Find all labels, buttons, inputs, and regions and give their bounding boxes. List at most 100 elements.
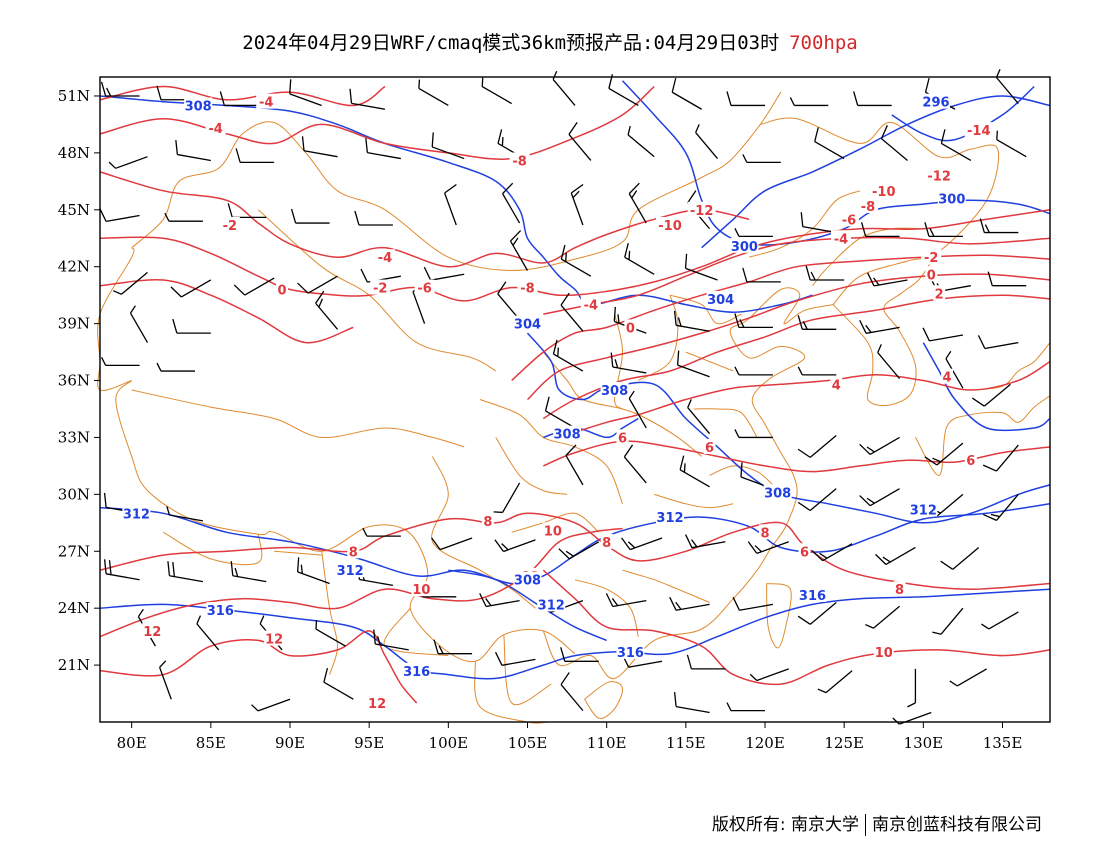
wind-barb xyxy=(811,543,853,562)
temperature-label: 0 xyxy=(626,321,635,336)
temperature-label-bg xyxy=(542,522,563,538)
geopotential-isoline xyxy=(526,332,1051,524)
height-label-bg xyxy=(616,643,645,659)
wind-barb xyxy=(509,230,529,271)
wind-barb xyxy=(172,318,211,334)
border-line xyxy=(832,258,934,406)
border-line xyxy=(685,351,734,372)
map-frame xyxy=(99,76,1051,723)
temperature-label: 8 xyxy=(602,536,611,551)
border-line xyxy=(257,209,497,372)
wind-barb xyxy=(995,69,1019,104)
lat-tick-label: 48N xyxy=(58,144,90,162)
height-label: 316 xyxy=(403,665,430,680)
wind-barb xyxy=(695,124,718,159)
lon-tick-label: 120E xyxy=(745,734,785,752)
height-label-bg xyxy=(798,586,827,602)
height-label: 308 xyxy=(601,384,628,399)
temperature-label-bg xyxy=(831,230,851,246)
wind-barb xyxy=(686,654,726,670)
height-label-bg xyxy=(513,315,542,331)
temperature-label: 4 xyxy=(832,378,841,393)
wind-barb xyxy=(227,203,267,219)
wind-barb xyxy=(977,335,1019,350)
temperature-label: -6 xyxy=(417,282,431,297)
temperature-label: -2 xyxy=(924,251,938,266)
border-line xyxy=(321,551,339,675)
wind-barb xyxy=(734,313,773,329)
height-label: 308 xyxy=(185,99,212,114)
height-label: 312 xyxy=(337,564,364,579)
border-line xyxy=(654,493,734,509)
wind-barb xyxy=(493,482,521,514)
wind-barb xyxy=(167,561,204,583)
wind-barb xyxy=(544,396,576,429)
wind-barb xyxy=(814,127,845,160)
wind-barb xyxy=(673,310,710,332)
wind-barb xyxy=(494,539,536,553)
wind-barb xyxy=(749,668,789,682)
temperature-label: -12 xyxy=(927,170,951,185)
border-line xyxy=(479,399,623,504)
wind-barb xyxy=(129,305,149,343)
border-line xyxy=(584,681,624,719)
lon-tick-label: 90E xyxy=(275,734,305,752)
wind-barb xyxy=(676,350,710,378)
temperature-isotherm xyxy=(542,294,1051,420)
wind-barb xyxy=(101,357,140,367)
temperature-label-bg xyxy=(370,279,391,295)
border-line xyxy=(474,661,587,724)
height-label: 316 xyxy=(617,646,644,661)
temperature-label-bg xyxy=(656,216,684,232)
wind-barb xyxy=(610,352,647,374)
temperature-label-bg xyxy=(219,216,240,232)
temperature-label: -8 xyxy=(861,200,875,215)
height-label-bg xyxy=(122,505,151,521)
temperature-label: -6 xyxy=(842,213,856,228)
temperature-label: 8 xyxy=(483,515,492,530)
wind-barb xyxy=(971,383,1011,407)
wind-barb xyxy=(418,79,449,107)
wind-barb xyxy=(932,607,964,635)
lat-tick-label: 27N xyxy=(58,542,90,560)
wind-barb xyxy=(103,559,140,581)
temperature-label: -12 xyxy=(690,204,714,219)
wind-barb xyxy=(497,281,521,321)
temperature-label-bg xyxy=(616,429,629,445)
lon-tick-label: 130E xyxy=(904,734,944,752)
wind-barb xyxy=(867,272,908,287)
wind-barb xyxy=(230,561,267,583)
height-label: 300 xyxy=(938,192,965,207)
wind-barb xyxy=(817,670,853,694)
border-line xyxy=(914,395,1051,476)
geopotential-isoline xyxy=(621,80,1051,246)
height-label: 308 xyxy=(764,486,791,501)
lon-tick-label: 100E xyxy=(429,734,469,752)
border-line xyxy=(709,465,774,486)
temperature-isotherm xyxy=(526,273,1051,401)
wind-barb xyxy=(981,611,1019,630)
footer-separator xyxy=(865,814,866,836)
temperature-label-bg xyxy=(933,285,946,301)
wind-barb xyxy=(354,210,393,226)
temperature-label-bg xyxy=(925,167,954,183)
lat-tick-label: 33N xyxy=(58,428,90,446)
border-line xyxy=(693,408,758,438)
wind-barb xyxy=(623,444,647,484)
height-label: 312 xyxy=(910,504,937,519)
temperature-label-bg xyxy=(798,543,811,559)
wind-barb xyxy=(233,277,275,296)
wind-barb xyxy=(570,183,584,226)
wind-barb xyxy=(99,208,140,223)
border-line xyxy=(760,117,999,305)
temperature-label: 4 xyxy=(943,371,952,386)
temperature-label: 12 xyxy=(143,625,161,640)
wind-barb xyxy=(877,344,901,380)
temperature-label: 8 xyxy=(760,526,769,541)
wind-barb xyxy=(987,271,1027,287)
lat-tick-label: 21N xyxy=(58,656,90,674)
temperature-label-bg xyxy=(857,198,878,213)
wind-barb xyxy=(742,154,781,164)
wind-barb xyxy=(552,70,576,106)
